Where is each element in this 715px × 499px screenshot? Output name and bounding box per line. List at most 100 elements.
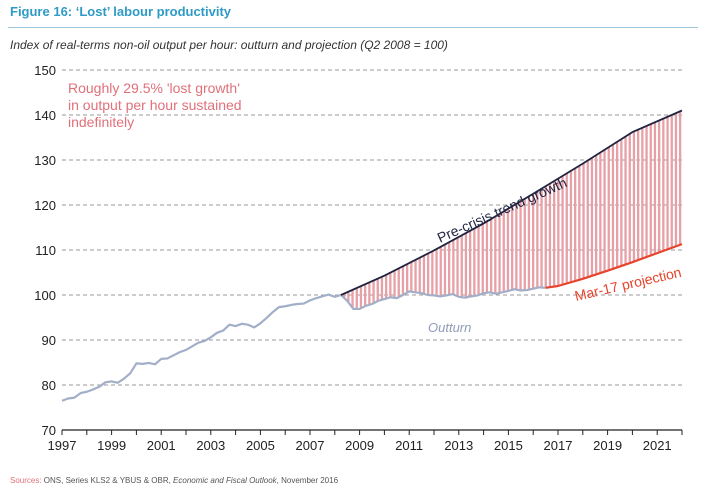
gap-stripe: [662, 110, 665, 309]
gap-stripe: [603, 110, 606, 309]
gap-stripe: [380, 110, 384, 309]
y-tick-label-130: 130: [34, 153, 56, 168]
x-tick-label-2007: 2007: [296, 438, 325, 453]
gap-stripe: [448, 110, 451, 309]
gap-stripe: [464, 110, 468, 309]
gap-stripe: [473, 110, 476, 309]
gap-stripe: [624, 110, 627, 309]
annotations: Roughly 29.5% 'lost growth' in output pe…: [68, 80, 683, 335]
gap-stripe: [666, 110, 669, 309]
gap-stripe: [569, 110, 573, 309]
y-tick-label-100: 100: [34, 288, 56, 303]
y-tick-label-80: 80: [42, 378, 56, 393]
gap-stripe: [653, 110, 657, 309]
figure-subtitle: Index of real-terms non-oil output per h…: [10, 38, 448, 52]
gap-stripe: [540, 110, 543, 309]
gap-stripe: [658, 110, 661, 309]
gap-stripe: [502, 110, 505, 309]
axes: 70 80 90 100 110 120 130 140 150 1997 1999 2001 2003…: [34, 63, 683, 453]
x-tick-label-2005: 2005: [246, 438, 275, 453]
gap-stripe: [628, 110, 631, 309]
gap-stripe: [519, 110, 522, 309]
outturn-label: Outturn: [428, 320, 471, 335]
title-divider: [8, 27, 698, 28]
gap-stripe: [641, 110, 644, 309]
gridlines: [62, 69, 682, 386]
trend-line: [340, 109, 683, 296]
gap-stripe: [536, 110, 539, 309]
gap-stripe: [674, 110, 678, 309]
source-text: ONS, Series KLS2 & YBUS & OBR,: [41, 476, 174, 485]
gap-stripe: [582, 110, 585, 309]
projection-line: [545, 243, 683, 289]
y-tick-label-140: 140: [34, 108, 56, 123]
gap-stripe: [443, 110, 447, 309]
gap-stripe: [481, 110, 484, 309]
gap-stripe: [456, 110, 459, 309]
gap-stripe: [452, 110, 455, 309]
gap-stripe: [590, 110, 594, 309]
y-tick-label-150: 150: [34, 63, 56, 78]
gap-stripe: [616, 110, 619, 309]
gap-stripe: [553, 110, 556, 309]
gap-stripe: [477, 110, 480, 309]
x-tick-label-1997: 1997: [48, 438, 77, 453]
gap-stripe: [515, 110, 518, 309]
gap-stripe: [632, 110, 636, 309]
x-tick-label-2013: 2013: [444, 438, 473, 453]
gap-stripe: [485, 110, 489, 309]
gap-stripe: [586, 110, 589, 309]
lost-growth-annotation-line-3: indefinitely: [68, 114, 134, 130]
figure-title: Figure 16: ‘Lost’ labour productivity: [10, 4, 232, 19]
y-tick-label-90: 90: [42, 333, 56, 348]
x-tick-label-2009: 2009: [345, 438, 374, 453]
gap-stripe: [439, 110, 442, 309]
gap-stripe: [595, 110, 598, 309]
gap-stripe: [611, 110, 615, 309]
lost-growth-annotation-line-2: in output per hour sustained: [68, 97, 242, 113]
x-tick-label-2003: 2003: [196, 438, 225, 453]
gap-stripe: [645, 110, 648, 309]
x-tick-label-2021: 2021: [643, 438, 672, 453]
gap-stripe: [578, 110, 581, 309]
x-tick-label-1999: 1999: [97, 438, 126, 453]
gap-stripe: [637, 110, 640, 309]
gap-stripe: [557, 110, 560, 309]
y-tick-label-120: 120: [34, 198, 56, 213]
gap-stripe: [527, 110, 531, 309]
gap-stripe: [548, 110, 552, 309]
gap-stripe: [532, 110, 535, 309]
productivity-chart: 70 80 90 100 110 120 130 140 150 1997 1999 2001 2003…: [34, 63, 683, 453]
outturn-line: [61, 286, 546, 402]
x-tick-label-2011: 2011: [395, 438, 423, 453]
gap-stripe: [422, 110, 426, 309]
gap-stripe: [574, 110, 577, 309]
y-tick-label-70: 70: [42, 423, 56, 438]
gap-stripe: [359, 110, 363, 309]
series-lines: [61, 109, 683, 402]
gap-stripe: [494, 110, 497, 309]
lost-growth-annotation-line-1: Roughly 29.5% 'lost growth': [68, 80, 240, 96]
gap-stripe: [679, 110, 682, 309]
source-date: , November 2016: [276, 476, 339, 485]
x-tick-label-2019: 2019: [593, 438, 622, 453]
source-publication: Economic and Fiscal Outlook: [173, 476, 277, 485]
gap-stripe: [561, 110, 564, 309]
gap-stripe: [607, 110, 610, 309]
gap-stripe: [620, 110, 623, 309]
gap-stripe: [565, 110, 568, 309]
gap-stripe: [670, 110, 673, 309]
gap-stripe: [599, 110, 602, 309]
gap-stripe: [490, 110, 493, 309]
x-tick-label-2001: 2001: [147, 438, 176, 453]
gap-stripe: [649, 110, 652, 309]
gap-stripe: [469, 110, 472, 309]
y-tick-label-110: 110: [35, 243, 56, 258]
gap-stripe: [506, 110, 510, 309]
gap-stripe: [401, 110, 405, 309]
source-note: Sources: ONS, Series KLS2 & YBUS & OBR, …: [10, 476, 338, 485]
gap-stripe: [544, 110, 547, 309]
gap-stripe: [498, 110, 501, 309]
x-tick-label-2017: 2017: [544, 438, 573, 453]
gap-stripe: [460, 110, 463, 309]
